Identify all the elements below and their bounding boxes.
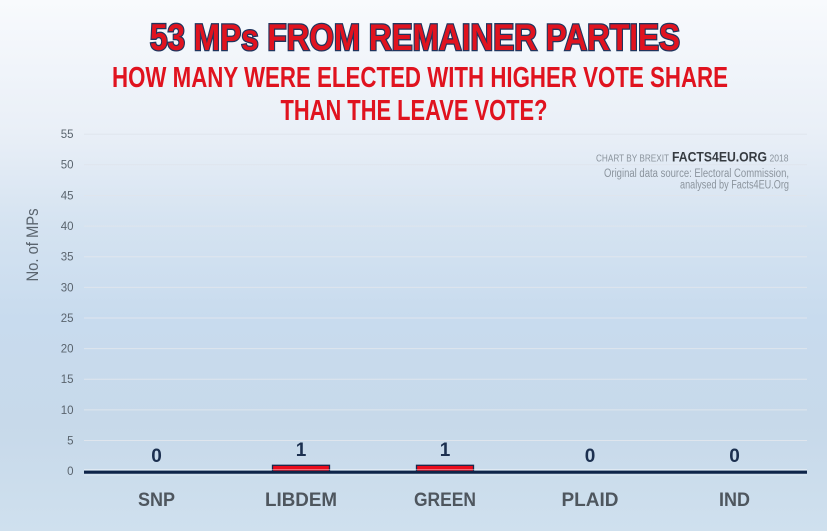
svg-text:SNP: SNP [138,490,175,511]
svg-text:PLAID: PLAID [562,490,619,511]
svg-text:55: 55 [61,129,74,141]
svg-text:0: 0 [67,466,73,478]
svg-text:LIBDEM: LIBDEM [265,490,337,511]
svg-text:CHART BY BREXIT: CHART BY BREXIT [596,154,669,165]
svg-text:No. of MPs: No. of MPs [24,209,42,282]
svg-text:30: 30 [61,282,74,294]
svg-text:53 MPs FROM REMAINER PARTIES: 53 MPs FROM REMAINER PARTIES [150,17,680,58]
svg-text:25: 25 [61,313,74,325]
svg-text:15: 15 [61,374,74,386]
svg-text:GREEN: GREEN [414,490,476,511]
svg-text:FACTS4EU.ORG: FACTS4EU.ORG [672,150,767,165]
svg-text:THAN THE LEAVE VOTE?: THAN THE LEAVE VOTE? [281,95,548,127]
svg-text:5: 5 [67,435,73,447]
svg-text:analysed by Facts4EU.Org: analysed by Facts4EU.Org [680,180,789,192]
svg-text:2018: 2018 [770,154,789,165]
svg-text:0: 0 [151,446,162,467]
svg-text:40: 40 [61,221,74,233]
svg-text:45: 45 [61,190,74,202]
svg-text:IND: IND [719,490,750,511]
svg-text:0: 0 [585,446,596,467]
svg-text:1: 1 [296,440,307,461]
svg-text:1: 1 [440,440,451,461]
svg-text:10: 10 [61,405,74,417]
svg-text:20: 20 [61,344,74,356]
svg-text:0: 0 [729,446,740,467]
svg-text:HOW MANY WERE ELECTED WITH HIG: HOW MANY WERE ELECTED WITH HIGHER VOTE S… [112,62,728,94]
svg-text:35: 35 [61,252,74,264]
svg-text:50: 50 [61,160,74,172]
svg-text:Original data source: Electora: Original data source: Electoral Commissi… [604,168,789,180]
